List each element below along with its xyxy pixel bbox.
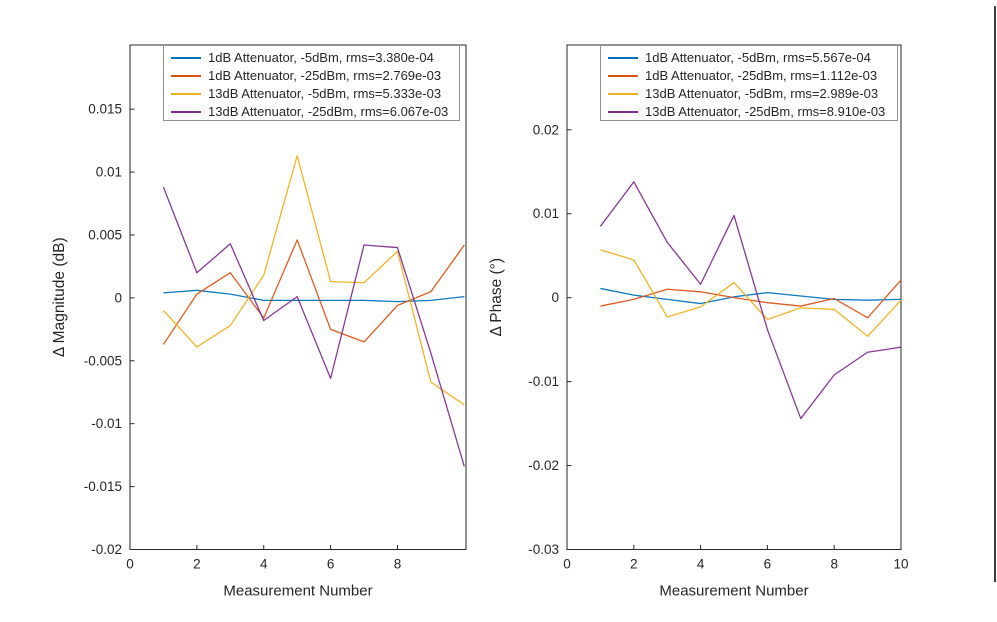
window-edge-artifact	[994, 6, 996, 582]
y-axis-label: Δ Magnitude (dB)	[51, 237, 68, 357]
magnitude-plot: 0 2 4 6 8 -0.02 -0.015 -0.01 -0.005 0 0.005 0.01 0.0…	[51, 44, 467, 600]
x-axis-label: Measurement Number	[223, 583, 372, 600]
x-tick-label: 8	[830, 557, 838, 572]
y-tick-label: -0.03	[528, 542, 559, 557]
legend-line-sample	[608, 57, 638, 59]
series-line	[600, 279, 902, 319]
legend-line-sample	[608, 111, 638, 113]
legend-entry: 1dB Attenuator, -25dBm, rms=2.769e-03	[164, 67, 459, 85]
legend-entry-label: 1dB Attenuator, -25dBm, rms=1.112e-03	[645, 68, 878, 83]
y-tick-label: 0.015	[88, 102, 122, 117]
legend-entry-label: 1dB Attenuator, -5dBm, rms=5.567e-04	[645, 50, 871, 65]
series-line	[600, 287, 902, 305]
y-tick-label: 0.005	[88, 227, 122, 242]
y-tick-label: -0.01	[528, 374, 559, 389]
y-tick-label: 0.01	[96, 165, 122, 180]
x-axis-label: Measurement Number	[659, 583, 808, 600]
series-line	[599, 181, 902, 420]
legend-entry: 1dB Attenuator, -25dBm, rms=1.112e-03	[601, 67, 897, 85]
legend-line-sample	[608, 93, 638, 95]
legend-line-sample	[608, 75, 638, 77]
y-tick-label: -0.02	[528, 458, 559, 473]
y-tick-label: 0	[114, 290, 122, 305]
x-tick-label: 10	[893, 557, 908, 572]
legend-magnitude: 1dB Attenuator, -5dBm, rms=3.380e-04 1dB …	[163, 45, 460, 121]
y-tick-label: 0	[551, 290, 559, 305]
y-tick-label: -0.02	[91, 542, 122, 557]
legend-line-sample	[171, 57, 201, 59]
series-line	[162, 186, 465, 467]
legend-phase: 1dB Attenuator, -5dBm, rms=5.567e-04 1dB …	[600, 45, 898, 121]
x-tick-label: 0	[126, 557, 134, 572]
legend-entry: 13dB Attenuator, -5dBm, rms=5.333e-03	[164, 85, 459, 103]
x-tick-label: 0	[563, 557, 571, 572]
y-axis-label: Δ Phase (°)	[488, 258, 505, 337]
x-tick-label: 2	[630, 557, 638, 572]
x-tick-label: 6	[327, 557, 335, 572]
legend-entry-label: 1dB Attenuator, -25dBm, rms=2.769e-03	[208, 68, 442, 83]
legend-line-sample	[171, 75, 201, 77]
legend-line-sample	[171, 111, 201, 113]
legend-line-sample	[171, 93, 201, 95]
x-tick-label: 8	[394, 557, 402, 572]
legend-entry-label: 13dB Attenuator, -5dBm, rms=5.333e-03	[208, 86, 442, 101]
phase-plot: 0 2 4 6 8 10 -0.03 -0.02 -0.01 0 0.01 0.02 Measureme…	[488, 44, 909, 600]
y-tick-label: -0.015	[84, 479, 122, 494]
y-tick-label: -0.005	[84, 353, 122, 368]
legend-entry: 1dB Attenuator, -5dBm, rms=3.380e-04	[164, 49, 459, 67]
y-tick-label: 0.01	[533, 206, 559, 221]
y-tick-label: -0.01	[91, 416, 122, 431]
legend-entry: 1dB Attenuator, -5dBm, rms=5.567e-04	[601, 49, 897, 67]
x-tick-label: 4	[260, 557, 268, 572]
legend-entry-label: 13dB Attenuator, -25dBm, rms=8.910e-03	[645, 104, 886, 119]
series-line	[162, 155, 465, 406]
legend-entry-label: 13dB Attenuator, -5dBm, rms=2.989e-03	[645, 86, 879, 101]
series-line	[600, 249, 902, 337]
y-tick-label: 0.02	[533, 122, 559, 137]
x-tick-label: 4	[697, 557, 705, 572]
legend-entry: 13dB Attenuator, -25dBm, rms=6.067e-03	[164, 103, 459, 121]
legend-entry-label: 1dB Attenuator, -5dBm, rms=3.380e-04	[208, 50, 434, 65]
x-tick-label: 2	[193, 557, 201, 572]
x-tick-label: 6	[764, 557, 772, 572]
legend-entry-label: 13dB Attenuator, -25dBm, rms=6.067e-03	[208, 104, 449, 119]
legend-entry: 13dB Attenuator, -5dBm, rms=2.989e-03	[601, 85, 897, 103]
legend-entry: 13dB Attenuator, -25dBm, rms=8.910e-03	[601, 103, 897, 121]
